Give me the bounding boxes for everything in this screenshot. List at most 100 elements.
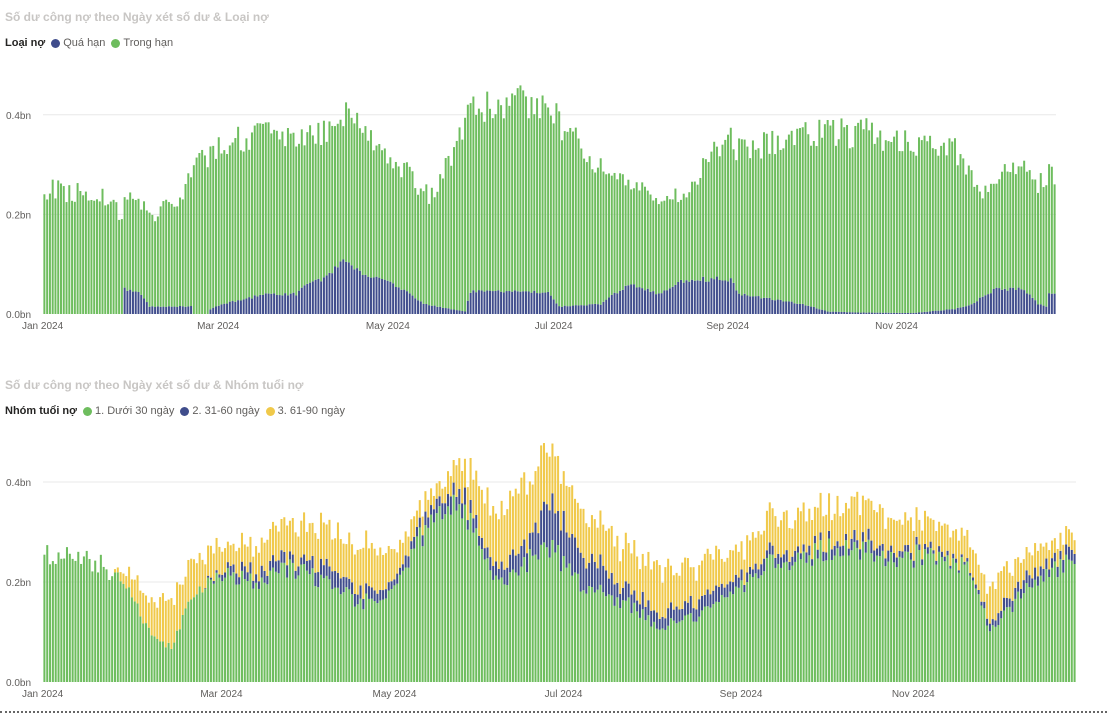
bar-trong-h-n[interactable] <box>602 171 605 302</box>
bar-trong-h-n[interactable] <box>375 145 378 277</box>
bar-1-d-i-30-ng-y[interactable] <box>399 574 402 682</box>
bar-2-31-60-ng-y[interactable] <box>802 544 805 552</box>
bar-qu-h-n[interactable] <box>220 304 223 314</box>
bar-3-61-90-ng-y[interactable] <box>438 481 441 497</box>
bar-2-31-60-ng-y[interactable] <box>616 582 619 598</box>
bar-trong-h-n[interactable] <box>217 137 220 306</box>
bar-2-31-60-ng-y[interactable] <box>811 559 814 566</box>
bar-1-d-i-30-ng-y[interactable] <box>435 513 438 682</box>
bar-3-61-90-ng-y[interactable] <box>636 556 639 601</box>
bar-2-31-60-ng-y[interactable] <box>794 550 797 562</box>
bar-qu-h-n[interactable] <box>472 290 475 314</box>
bar-qu-h-n[interactable] <box>577 305 580 314</box>
bar-2-31-60-ng-y[interactable] <box>669 602 672 619</box>
bar-3-61-90-ng-y[interactable] <box>610 525 613 573</box>
bar-qu-h-n[interactable] <box>934 310 937 314</box>
bar-2-31-60-ng-y[interactable] <box>873 550 876 562</box>
bar-1-d-i-30-ng-y[interactable] <box>373 601 376 682</box>
bar-trong-h-n[interactable] <box>984 185 987 296</box>
bar-trong-h-n[interactable] <box>671 199 674 287</box>
bar-1-d-i-30-ng-y[interactable] <box>297 575 300 682</box>
bar-2-31-60-ng-y[interactable] <box>1039 566 1042 576</box>
bar-3-61-90-ng-y[interactable] <box>709 554 712 595</box>
bar-1-d-i-30-ng-y[interactable] <box>475 528 478 682</box>
bar-1-d-i-30-ng-y[interactable] <box>1011 611 1014 682</box>
bar-trong-h-n[interactable] <box>156 216 159 307</box>
bar-trong-h-n[interactable] <box>109 201 112 314</box>
bar-trong-h-n[interactable] <box>704 159 707 282</box>
bar-trong-h-n[interactable] <box>547 107 550 292</box>
bar-trong-h-n[interactable] <box>1050 166 1053 294</box>
bar-2-31-60-ng-y[interactable] <box>701 595 704 611</box>
bar-qu-h-n[interactable] <box>444 308 447 314</box>
bar-2-31-60-ng-y[interactable] <box>681 608 684 621</box>
bar-qu-h-n[interactable] <box>314 279 317 314</box>
bar-3-61-90-ng-y[interactable] <box>192 559 196 598</box>
bar-qu-h-n[interactable] <box>464 311 467 314</box>
bar-1-d-i-30-ng-y[interactable] <box>145 623 148 682</box>
bar-1-d-i-30-ng-y[interactable] <box>71 558 74 682</box>
bar-3-61-90-ng-y[interactable] <box>819 492 822 533</box>
bar-trong-h-n[interactable] <box>685 197 688 281</box>
bar-qu-h-n[interactable] <box>159 306 162 314</box>
bar-2-31-60-ng-y[interactable] <box>376 593 379 604</box>
bar-1-d-i-30-ng-y[interactable] <box>746 582 749 682</box>
bar-2-31-60-ng-y[interactable] <box>305 561 308 571</box>
bar-3-61-90-ng-y[interactable] <box>195 563 198 595</box>
bar-trong-h-n[interactable] <box>962 158 965 307</box>
bar-3-61-90-ng-y[interactable] <box>881 507 884 544</box>
bar-1-d-i-30-ng-y[interactable] <box>658 629 661 682</box>
bar-3-61-90-ng-y[interactable] <box>506 509 509 568</box>
bar-trong-h-n[interactable] <box>826 120 829 312</box>
bar-3-61-90-ng-y[interactable] <box>909 517 912 553</box>
bar-1-d-i-30-ng-y[interactable] <box>912 567 915 682</box>
bar-trong-h-n[interactable] <box>1025 171 1028 294</box>
bar-1-d-i-30-ng-y[interactable] <box>619 608 622 682</box>
bar-2-31-60-ng-y[interactable] <box>816 549 819 559</box>
bar-trong-h-n[interactable] <box>1006 171 1009 291</box>
bar-qu-h-n[interactable] <box>151 306 154 314</box>
bar-qu-h-n[interactable] <box>823 310 826 314</box>
bar-qu-h-n[interactable] <box>846 312 849 314</box>
bar-trong-h-n[interactable] <box>148 212 151 307</box>
bar-trong-h-n[interactable] <box>115 202 118 314</box>
bar-1-d-i-30-ng-y[interactable] <box>1008 606 1011 682</box>
bar-3-61-90-ng-y[interactable] <box>288 520 291 552</box>
bar-qu-h-n[interactable] <box>516 291 519 314</box>
bar-1-d-i-30-ng-y[interactable] <box>382 599 385 682</box>
bar-3-61-90-ng-y[interactable] <box>461 470 464 504</box>
bar-3-61-90-ng-y[interactable] <box>356 549 359 595</box>
bar-3-61-90-ng-y[interactable] <box>113 569 116 573</box>
bar-1-d-i-30-ng-y[interactable] <box>105 569 108 682</box>
bar-qu-h-n[interactable] <box>826 311 829 314</box>
bar-trong-h-n[interactable] <box>823 124 826 311</box>
bar-qu-h-n[interactable] <box>1050 293 1053 314</box>
bar-3-61-90-ng-y[interactable] <box>599 510 602 555</box>
bar-2-31-60-ng-y[interactable] <box>370 587 373 599</box>
bar-trong-h-n[interactable] <box>206 167 209 314</box>
bar-3-61-90-ng-y[interactable] <box>822 516 825 552</box>
bar-2-31-60-ng-y[interactable] <box>452 482 455 495</box>
bar-trong-h-n[interactable] <box>500 105 503 292</box>
bar-2-31-60-ng-y[interactable] <box>1000 610 1003 619</box>
bar-3-61-90-ng-y[interactable] <box>844 502 847 534</box>
bar-3-61-90-ng-y[interactable] <box>548 456 551 511</box>
bar-1-d-i-30-ng-y[interactable] <box>147 627 150 682</box>
bar-1-d-i-30-ng-y[interactable] <box>907 551 910 682</box>
bar-qu-h-n[interactable] <box>522 291 525 314</box>
bar-1-d-i-30-ng-y[interactable] <box>452 494 455 682</box>
bar-1-d-i-30-ng-y[interactable] <box>319 574 323 682</box>
bar-1-d-i-30-ng-y[interactable] <box>847 555 850 682</box>
bar-trong-h-n[interactable] <box>544 103 547 293</box>
bar-1-d-i-30-ng-y[interactable] <box>68 553 71 682</box>
bar-3-61-90-ng-y[interactable] <box>430 488 433 506</box>
bar-1-d-i-30-ng-y[interactable] <box>263 582 266 682</box>
bar-trong-h-n[interactable] <box>176 206 179 307</box>
bar-trong-h-n[interactable] <box>718 156 721 280</box>
bar-2-31-60-ng-y[interactable] <box>427 517 430 528</box>
bar-2-31-60-ng-y[interactable] <box>923 543 927 550</box>
bar-2-31-60-ng-y[interactable] <box>650 610 653 627</box>
bar-qu-h-n[interactable] <box>405 291 408 314</box>
bar-qu-h-n[interactable] <box>369 277 372 314</box>
bar-3-61-90-ng-y[interactable] <box>734 544 737 575</box>
